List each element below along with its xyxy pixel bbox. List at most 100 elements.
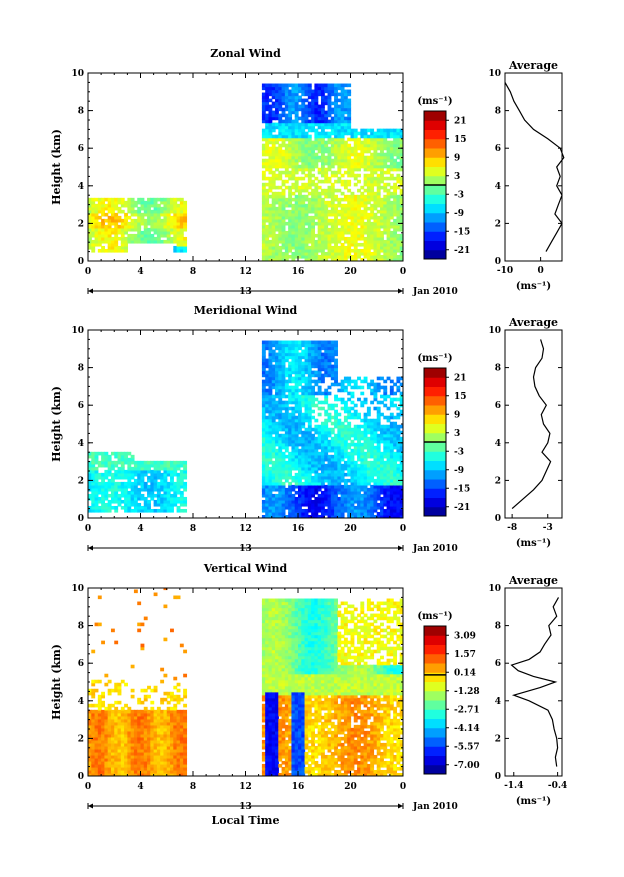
heatmap-cell bbox=[360, 392, 364, 396]
colorbar-swatch bbox=[424, 139, 446, 149]
average-xlabel: (ms⁻¹) bbox=[516, 281, 551, 292]
heatmap-cell bbox=[347, 180, 351, 184]
chart-title: Zonal Wind bbox=[210, 47, 281, 60]
colorbar-swatch bbox=[424, 120, 446, 130]
colorbar-swatch bbox=[424, 157, 446, 167]
x-tick-label: 12 bbox=[239, 267, 252, 277]
heatmap-cell bbox=[347, 90, 351, 94]
x-tick-label: 16 bbox=[292, 267, 305, 277]
x-tick-label: 12 bbox=[239, 524, 252, 534]
colorbar-swatch bbox=[424, 241, 446, 251]
x-tick-label: 4 bbox=[137, 524, 143, 534]
x-tick-label: 0 bbox=[400, 267, 406, 277]
y-axis-label: Height (km) bbox=[50, 129, 63, 205]
y-tick-label: 6 bbox=[78, 144, 84, 154]
x-tick-label: 0 bbox=[85, 267, 91, 277]
colorbar-swatch bbox=[424, 111, 446, 121]
heatmap-cell bbox=[337, 413, 341, 417]
heatmap-cell bbox=[183, 237, 187, 241]
heatmap-cell bbox=[334, 404, 338, 408]
heatmap-cell bbox=[367, 407, 371, 411]
heatmap-cell bbox=[377, 407, 381, 411]
heatmap-cell bbox=[318, 386, 322, 390]
date-bar-arrow-right bbox=[398, 289, 403, 294]
heatmap-cell bbox=[308, 84, 312, 88]
heatmap bbox=[88, 84, 404, 262]
heatmap-cell bbox=[364, 377, 368, 381]
average-y-tick-label: 4 bbox=[495, 182, 501, 192]
x-tick-label: 8 bbox=[190, 267, 196, 277]
colorbar-swatch bbox=[424, 222, 446, 232]
average-x-tick-label: -10 bbox=[497, 266, 513, 276]
x-tick-label: 4 bbox=[137, 267, 143, 277]
heatmap-cell bbox=[347, 422, 351, 426]
colorbar-swatch bbox=[424, 130, 446, 140]
colorbar-tick-label: 15 bbox=[454, 135, 467, 145]
heatmap-cell bbox=[347, 84, 351, 88]
colorbar-swatch bbox=[424, 148, 446, 158]
x-tick-label: 0 bbox=[85, 524, 91, 534]
y-tick-label: 0 bbox=[78, 257, 84, 267]
colorbar-swatch bbox=[424, 185, 446, 195]
heatmap-cell bbox=[364, 398, 368, 402]
colorbar-swatch bbox=[424, 250, 446, 260]
colorbar-tick-label: -3 bbox=[454, 190, 464, 200]
x-tick-label: 20 bbox=[344, 267, 357, 277]
y-tick-label: 4 bbox=[78, 182, 84, 192]
heatmap-cell bbox=[183, 497, 187, 501]
heatmap-cell bbox=[308, 135, 312, 139]
x-tick-label: 8 bbox=[190, 524, 196, 534]
colorbar-swatch bbox=[424, 231, 446, 241]
heatmap-cell bbox=[334, 341, 338, 345]
heatmap-cell bbox=[183, 201, 187, 205]
chart-title: Meridional Wind bbox=[194, 304, 298, 317]
colorbar-unit: (ms⁻¹) bbox=[417, 96, 452, 107]
heatmap-cell bbox=[314, 419, 318, 423]
date-bar-arrow-left bbox=[88, 289, 93, 294]
heatmap-cell bbox=[357, 180, 361, 184]
colorbar-swatch bbox=[424, 176, 446, 186]
heatmap-cell bbox=[183, 461, 187, 465]
colorbar-tick-label: 9 bbox=[454, 153, 460, 163]
y-tick-label: 8 bbox=[78, 107, 84, 117]
colorbar-swatch bbox=[424, 213, 446, 223]
colorbar-swatch bbox=[424, 194, 446, 204]
date-label: Jan 2010 bbox=[412, 287, 458, 297]
heatmap-cell bbox=[354, 404, 358, 408]
heatmap bbox=[88, 341, 404, 519]
y-tick-label: 2 bbox=[78, 219, 84, 229]
average-title: Average bbox=[508, 59, 558, 72]
colorbar-tick-label: -9 bbox=[454, 209, 464, 219]
y-tick-label: 10 bbox=[71, 69, 84, 79]
heatmap-cell bbox=[383, 386, 387, 390]
colorbar-tick-label: -21 bbox=[454, 246, 470, 256]
colorbar-tick-label: 21 bbox=[454, 116, 467, 126]
date-marker: 13 bbox=[239, 287, 252, 297]
heatmap-cell bbox=[347, 99, 351, 103]
colorbar-tick-label: -15 bbox=[454, 227, 470, 237]
x-tick-label: 16 bbox=[292, 524, 305, 534]
average-y-tick-label: 8 bbox=[495, 107, 501, 117]
average-x-tick-label: 0 bbox=[537, 266, 543, 276]
heatmap-cell bbox=[318, 413, 322, 417]
heatmap-cell bbox=[183, 482, 187, 486]
average-y-tick-label: 6 bbox=[495, 144, 501, 154]
heatmap-cell bbox=[131, 455, 135, 459]
average-y-tick-label: 2 bbox=[495, 219, 501, 229]
heatmap-cell bbox=[360, 386, 364, 390]
heatmap-cell bbox=[311, 410, 315, 414]
heatmap-cell bbox=[183, 509, 187, 513]
heatmap-cell bbox=[334, 359, 338, 363]
x-tick-label: 20 bbox=[344, 524, 357, 534]
colorbar-swatch bbox=[424, 204, 446, 214]
heatmap-cell bbox=[351, 392, 355, 396]
heatmap-cell bbox=[357, 174, 361, 178]
heatmap-cell bbox=[357, 413, 361, 417]
heatmap-cell bbox=[328, 392, 332, 396]
colorbar-swatch bbox=[424, 167, 446, 177]
average-y-tick-label: 10 bbox=[488, 69, 501, 79]
colorbar-tick-label: 3 bbox=[454, 172, 460, 182]
